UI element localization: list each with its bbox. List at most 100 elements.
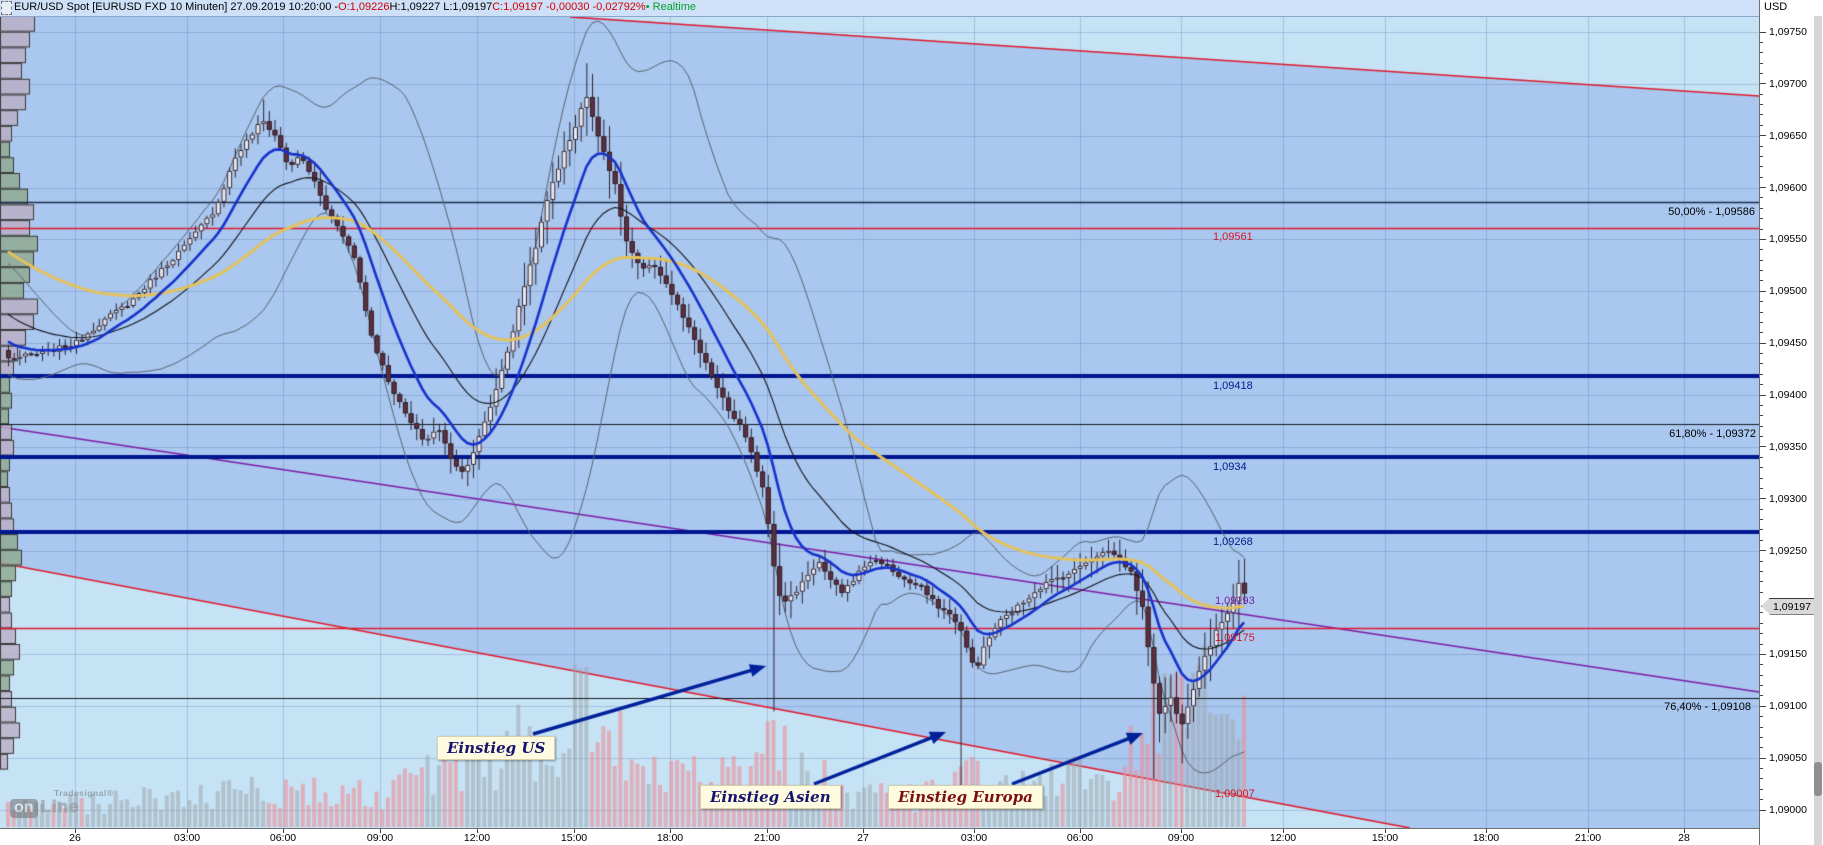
price-minor-tick bbox=[1760, 736, 1763, 738]
price-tick-mark bbox=[1760, 550, 1766, 552]
price-minor-tick bbox=[1760, 249, 1763, 251]
price-line-label: 1,09193 bbox=[1215, 595, 1255, 607]
price-tick-mark bbox=[1760, 238, 1766, 240]
price-minor-tick bbox=[1760, 332, 1763, 334]
watermark-brand-text: Tradesignal® bbox=[54, 788, 114, 798]
price-line-label: 1,09175 bbox=[1215, 632, 1255, 644]
price-minor-tick bbox=[1760, 456, 1763, 458]
price-minor-tick bbox=[1760, 124, 1763, 126]
annotation-box[interactable]: Einstieg Asien bbox=[700, 785, 841, 809]
time-tick-label: 18:00 bbox=[1472, 832, 1500, 844]
time-tick-mark bbox=[1684, 829, 1685, 833]
time-tick-label: 09:00 bbox=[366, 832, 394, 844]
price-minor-tick bbox=[1760, 622, 1763, 624]
price-minor-tick bbox=[1760, 570, 1763, 572]
price-tick-label: 1,09050 bbox=[1769, 752, 1807, 765]
price-minor-tick bbox=[1760, 425, 1763, 427]
price-tick-label: 1,09400 bbox=[1769, 389, 1807, 402]
price-minor-tick bbox=[1760, 695, 1763, 697]
price-minor-tick bbox=[1760, 487, 1763, 489]
annotation-box[interactable]: Einstieg Europa bbox=[888, 785, 1043, 809]
price-tick-mark bbox=[1760, 342, 1766, 344]
time-tick-label: 28 bbox=[1678, 832, 1690, 844]
price-minor-tick bbox=[1760, 768, 1763, 769]
price-minor-tick bbox=[1760, 799, 1763, 801]
price-tick-label: 1,09700 bbox=[1769, 77, 1807, 90]
price-tick-mark bbox=[1760, 290, 1766, 292]
price-minor-tick bbox=[1760, 529, 1763, 531]
title-segment: EUR/USD Spot [EURUSD FXD 10 Minuten] 27.… bbox=[14, 1, 339, 13]
price-minor-tick bbox=[1760, 674, 1763, 676]
price-minor-tick bbox=[1760, 311, 1763, 313]
fib-level-label: 76,40% - 1,09108 bbox=[1664, 701, 1751, 713]
price-minor-tick bbox=[1760, 664, 1763, 666]
price-tick-label: 1,09550 bbox=[1769, 233, 1807, 246]
time-tick-mark bbox=[1283, 829, 1284, 833]
time-tick-label: 06:00 bbox=[1066, 832, 1094, 844]
time-tick-mark bbox=[1181, 829, 1182, 833]
time-tick-label: 15:00 bbox=[560, 832, 588, 844]
time-axis[interactable]: 26 03:00 06:00 09:00 12:00 15:00 18:00 21:00 27 0… bbox=[0, 828, 1759, 845]
price-tick-label: 1,09000 bbox=[1769, 804, 1807, 816]
price-tick-mark bbox=[1760, 31, 1766, 33]
price-minor-tick bbox=[1760, 384, 1763, 386]
fib-level-label: 61,80% - 1,09372 bbox=[1669, 428, 1756, 440]
price-minor-tick bbox=[1760, 280, 1763, 282]
price-minor-tick bbox=[1760, 373, 1763, 375]
price-tick-mark bbox=[1760, 809, 1766, 811]
price-minor-tick bbox=[1760, 114, 1763, 116]
price-minor-tick bbox=[1760, 778, 1763, 780]
price-minor-tick bbox=[1760, 155, 1763, 157]
vertical-scrollbar[interactable] bbox=[1814, 16, 1822, 845]
price-minor-tick bbox=[1760, 270, 1763, 272]
price-tick-label: 1,09650 bbox=[1769, 129, 1807, 142]
price-line-label: 1,0934 bbox=[1213, 461, 1247, 473]
price-minor-tick bbox=[1760, 747, 1763, 749]
price-minor-tick bbox=[1760, 72, 1763, 74]
price-minor-tick bbox=[1760, 321, 1763, 323]
price-minor-tick bbox=[1760, 519, 1763, 521]
price-minor-tick bbox=[1760, 62, 1763, 64]
price-minor-tick bbox=[1760, 539, 1763, 541]
price-minor-tick bbox=[1760, 166, 1763, 168]
price-minor-tick bbox=[1760, 508, 1763, 510]
time-tick-mark bbox=[1080, 829, 1081, 833]
price-minor-tick bbox=[1760, 560, 1763, 562]
price-minor-tick bbox=[1760, 176, 1763, 178]
price-minor-tick bbox=[1760, 581, 1763, 583]
price-minor-tick bbox=[1760, 41, 1763, 43]
price-minor-tick bbox=[1760, 788, 1763, 790]
price-minor-tick bbox=[1760, 228, 1763, 230]
price-tick-mark bbox=[1760, 498, 1766, 500]
price-minor-tick bbox=[1760, 436, 1763, 438]
price-axis[interactable]: USD 1,09750 1,09700 1,09650 1,09600 1,09550 1… bbox=[1759, 0, 1823, 845]
time-tick-mark bbox=[767, 829, 768, 833]
price-tick-label: 1,09300 bbox=[1769, 492, 1807, 505]
time-tick-label: 27 bbox=[857, 832, 869, 844]
time-tick-label: 21:00 bbox=[1574, 832, 1602, 844]
time-tick-mark bbox=[187, 829, 188, 833]
price-tick-label: 1,09350 bbox=[1769, 440, 1807, 453]
time-tick-mark bbox=[974, 829, 975, 833]
price-minor-tick bbox=[1760, 716, 1763, 718]
time-tick-label: 21:00 bbox=[753, 832, 781, 844]
fib-level-label: 50,00% - 1,09586 bbox=[1668, 206, 1755, 218]
price-minor-tick bbox=[1760, 726, 1763, 728]
price-tick-label: 1,09100 bbox=[1769, 700, 1807, 713]
time-tick-mark bbox=[1385, 829, 1386, 833]
chart-handle-icon[interactable] bbox=[1, 1, 12, 15]
annotation-box[interactable]: Einstieg US bbox=[437, 736, 556, 760]
time-tick-mark bbox=[670, 829, 671, 833]
price-line-label: 1,09268 bbox=[1213, 536, 1253, 548]
scrollbar-thumb[interactable] bbox=[1814, 762, 1822, 796]
price-minor-tick bbox=[1760, 404, 1763, 406]
price-minor-tick bbox=[1760, 415, 1763, 417]
time-tick-label: 12:00 bbox=[1269, 832, 1297, 844]
price-line-label: 1,09561 bbox=[1213, 231, 1253, 243]
time-tick-mark bbox=[380, 829, 381, 833]
price-tick-mark bbox=[1760, 83, 1766, 85]
price-tick-mark bbox=[1760, 653, 1766, 655]
time-tick-label: 06:00 bbox=[269, 832, 297, 844]
price-minor-tick bbox=[1760, 477, 1763, 479]
